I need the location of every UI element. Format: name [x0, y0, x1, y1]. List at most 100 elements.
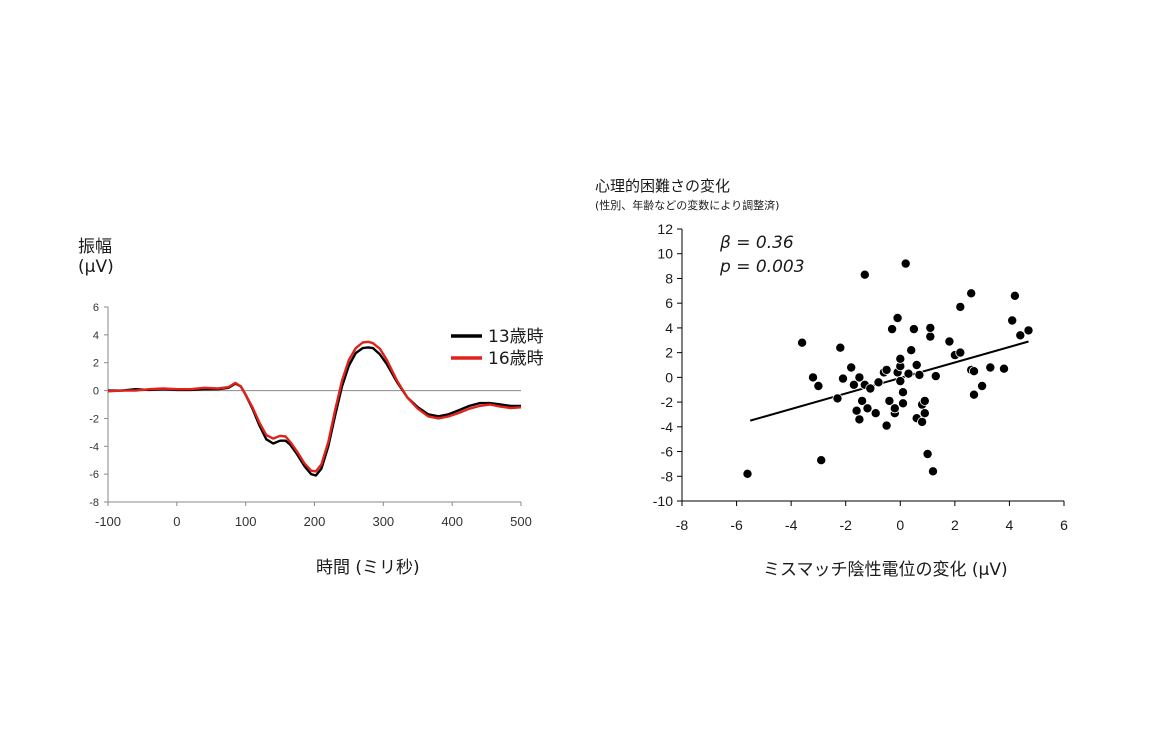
scatter-point: [838, 373, 849, 384]
scatter-point: [857, 395, 868, 406]
scatter-point: [922, 448, 933, 459]
x-tick-label: -4: [785, 517, 798, 533]
y-tick-label: 6: [93, 302, 99, 314]
x-tick-label: -100: [95, 514, 121, 529]
scatter-point: [892, 312, 903, 323]
scatter-point: [742, 468, 753, 479]
y-tick-label: 6: [665, 295, 673, 311]
scatter-point: [870, 408, 881, 419]
scatter-point: [999, 363, 1010, 374]
scatter-point: [955, 347, 966, 358]
x-tick-label: 0: [896, 517, 904, 533]
x-tick-label: 0: [173, 514, 180, 529]
x-tick-label: 2: [951, 517, 959, 533]
y-tick-label: -10: [653, 493, 673, 509]
y-tick-label: -6: [89, 469, 99, 481]
y-tick-label: -4: [89, 441, 99, 453]
legend-label: 13歳時: [488, 327, 544, 347]
scatter-point: [925, 331, 936, 342]
x-tick-label: -6: [730, 517, 743, 533]
scatter-point: [928, 466, 939, 477]
y-tick-label: -8: [89, 497, 99, 509]
waveform-xlabel: 時間 (ミリ秒): [316, 558, 420, 578]
scatter-point: [797, 337, 808, 348]
x-tick-label: 300: [372, 514, 394, 529]
scatter-point: [917, 416, 928, 427]
y-tick-label: 0: [665, 369, 673, 385]
y-tick-label: 0: [93, 386, 99, 398]
y-tick-label: -4: [661, 419, 674, 435]
x-tick-label: 500: [510, 514, 532, 529]
scatter-point: [859, 269, 870, 280]
scatter-point: [977, 380, 988, 391]
scatter-point: [862, 403, 873, 414]
waveform-ylabel-line1: 振幅: [78, 237, 112, 257]
scatter-point: [1015, 330, 1026, 341]
scatter-point: [854, 372, 865, 383]
scatter-point: [969, 389, 980, 400]
scatter-point: [966, 288, 977, 299]
scatter-point: [930, 371, 941, 382]
scatter-point: [906, 345, 917, 356]
scatter-title: 心理的困難さの変化: [595, 177, 731, 195]
scatter-point: [900, 258, 911, 269]
scatter-point: [1009, 290, 1020, 301]
scatter-point: [895, 376, 906, 387]
scatter-point: [813, 380, 824, 391]
y-tick-label: 4: [665, 320, 673, 336]
scatter-point: [835, 342, 846, 353]
scatter-point: [889, 403, 900, 414]
scatter-point: [848, 379, 859, 390]
scatter-point: [851, 405, 862, 416]
y-tick-label: -6: [661, 444, 674, 460]
scatter-point: [925, 322, 936, 333]
y-tick-label: -2: [661, 394, 674, 410]
scatter-annotation-beta: β = 0.36: [720, 233, 794, 253]
series-line: [107, 340, 522, 473]
scatter-point: [832, 393, 843, 404]
scatter-point: [919, 408, 930, 419]
y-tick-label: 12: [657, 221, 673, 237]
scatter-point: [865, 383, 876, 394]
scatter-point: [969, 366, 980, 377]
scatter-point: [908, 324, 919, 335]
y-tick-label: -2: [89, 413, 99, 425]
scatter-point: [816, 455, 827, 466]
scatter-annotation-p: p = 0.003: [720, 257, 805, 277]
scatter-point: [898, 387, 909, 398]
scatter-subtitle: (性別、年齢などの変数により調整済): [595, 199, 780, 212]
y-tick-label: -8: [661, 468, 674, 484]
scatter-point: [944, 336, 955, 347]
scatter-point: [846, 362, 857, 373]
scatter-point: [955, 301, 966, 312]
y-tick-label: 10: [657, 246, 673, 262]
x-tick-label: 400: [441, 514, 463, 529]
x-tick-label: 4: [1006, 517, 1014, 533]
waveform-ylabel-line2: (μV): [78, 257, 114, 277]
x-tick-label: 200: [304, 514, 326, 529]
scatter-point: [884, 395, 895, 406]
x-tick-label: 100: [235, 514, 257, 529]
scatter-point: [1023, 325, 1034, 336]
scatter-point: [854, 414, 865, 425]
scatter-point: [887, 324, 898, 335]
x-tick-label: -8: [676, 517, 689, 533]
scatter-point: [895, 353, 906, 364]
scatter-point: [911, 359, 922, 370]
x-tick-label: -2: [839, 517, 852, 533]
scatter-point: [914, 369, 925, 380]
scatter-point: [919, 395, 930, 406]
y-tick-label: 8: [665, 270, 673, 286]
scatter-point: [808, 372, 819, 383]
scatter-point: [881, 364, 892, 375]
x-tick-label: 6: [1060, 517, 1068, 533]
scatter-point: [898, 398, 909, 409]
y-tick-label: 2: [93, 358, 99, 370]
y-tick-label: 2: [665, 345, 673, 361]
scatter-point: [903, 368, 914, 379]
y-tick-label: 4: [93, 330, 99, 342]
scatter-point: [985, 362, 996, 373]
legend-label: 16歳時: [488, 349, 544, 369]
